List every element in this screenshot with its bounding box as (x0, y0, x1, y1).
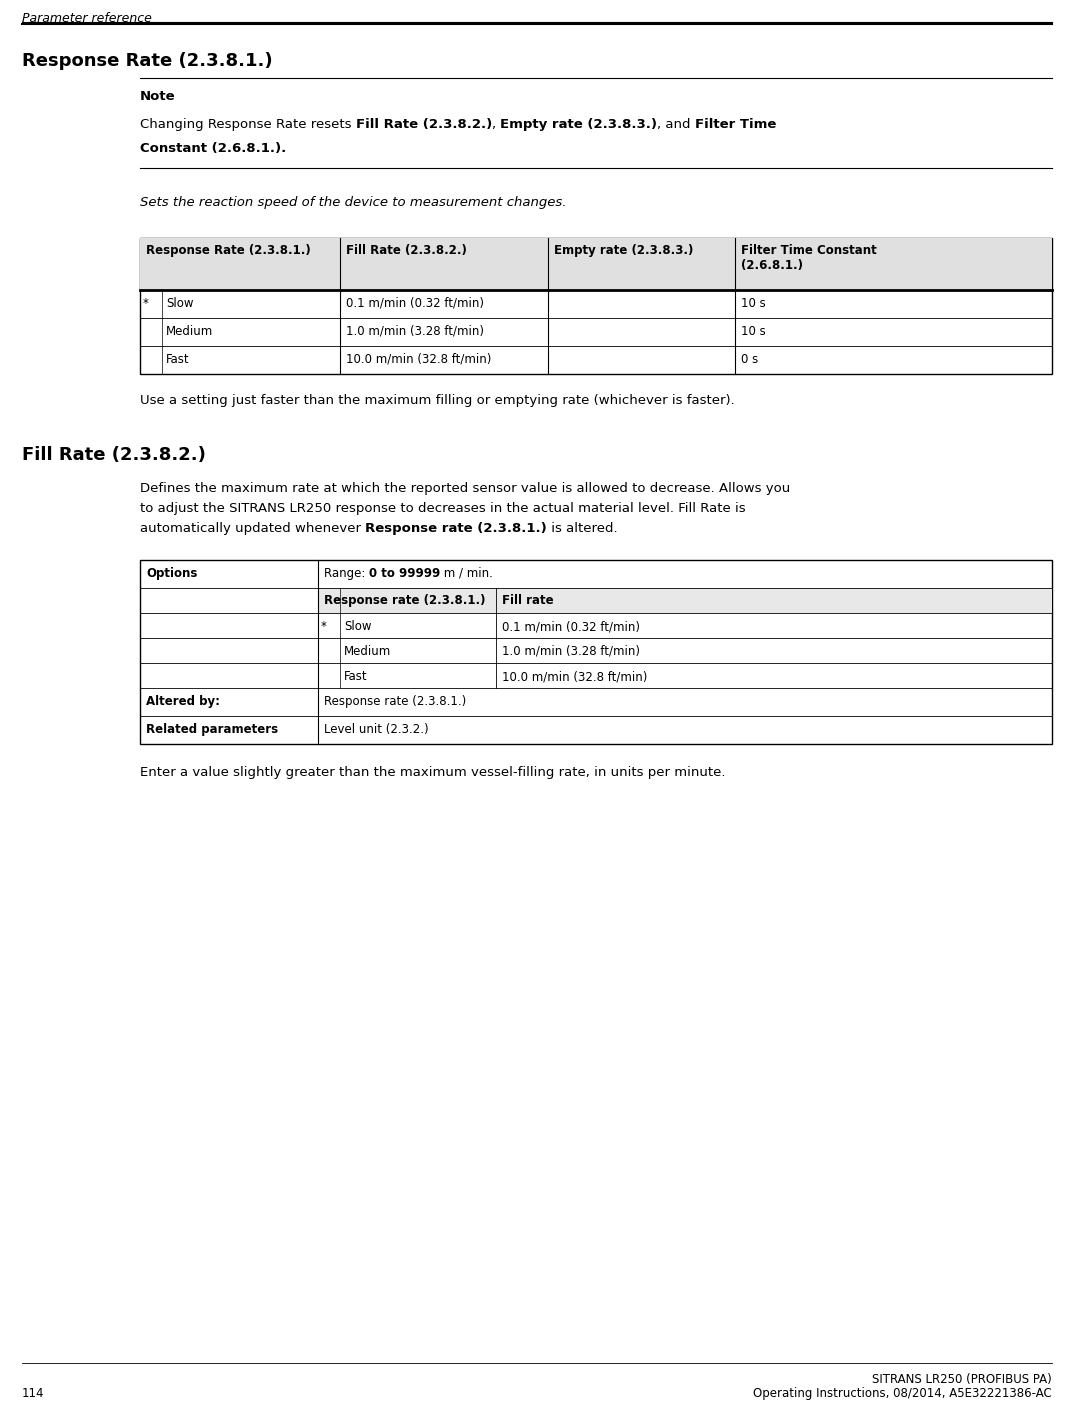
Text: Enter a value slightly greater than the maximum vessel-filling rate, in units pe: Enter a value slightly greater than the … (140, 766, 726, 778)
Text: Fill Rate (2.3.8.2.): Fill Rate (2.3.8.2.) (21, 445, 206, 464)
Text: 1.0 m/min (3.28 ft/min): 1.0 m/min (3.28 ft/min) (346, 325, 484, 339)
Text: Slow: Slow (166, 296, 193, 311)
Text: to adjust the SITRANS LR250 response to decreases in the actual material level. : to adjust the SITRANS LR250 response to … (140, 502, 745, 516)
Text: , and: , and (657, 118, 695, 131)
Text: Response Rate (2.3.8.1.): Response Rate (2.3.8.1.) (146, 244, 310, 257)
Text: is altered.: is altered. (547, 523, 618, 535)
Text: Empty rate (2.3.8.3.): Empty rate (2.3.8.3.) (554, 244, 694, 257)
Text: Fast: Fast (344, 670, 367, 683)
Text: Response rate (2.3.8.1.): Response rate (2.3.8.1.) (324, 695, 466, 708)
Text: Fast: Fast (166, 353, 190, 365)
Text: 0.1 m/min (0.32 ft/min): 0.1 m/min (0.32 ft/min) (502, 620, 640, 634)
Text: Fill rate: Fill rate (502, 594, 553, 607)
Text: Fill Rate (2.3.8.2.): Fill Rate (2.3.8.2.) (355, 118, 492, 131)
Text: Range:: Range: (324, 568, 369, 580)
Text: 1.0 m/min (3.28 ft/min): 1.0 m/min (3.28 ft/min) (502, 645, 640, 658)
Text: SITRANS LR250 (PROFIBUS PA): SITRANS LR250 (PROFIBUS PA) (872, 1373, 1053, 1385)
Text: Response Rate (2.3.8.1.): Response Rate (2.3.8.1.) (21, 52, 273, 70)
Text: Level unit (2.3.2.): Level unit (2.3.2.) (324, 724, 429, 736)
Text: Changing Response Rate resets: Changing Response Rate resets (140, 118, 355, 131)
Text: Response rate (2.3.8.1.): Response rate (2.3.8.1.) (365, 523, 547, 535)
Text: Sets the reaction speed of the device to measurement changes.: Sets the reaction speed of the device to… (140, 197, 566, 209)
Text: 0 s: 0 s (741, 353, 758, 365)
Text: *: * (321, 620, 326, 634)
Text: Slow: Slow (344, 620, 372, 634)
Text: 10 s: 10 s (741, 296, 766, 311)
Text: *: * (143, 296, 149, 311)
Text: 0 to 99999: 0 to 99999 (369, 568, 440, 580)
Text: 10.0 m/min (32.8 ft/min): 10.0 m/min (32.8 ft/min) (502, 670, 648, 683)
Text: Use a setting just faster than the maximum filling or emptying rate (whichever i: Use a setting just faster than the maxim… (140, 393, 735, 407)
Text: m / min.: m / min. (440, 568, 493, 580)
Text: Related parameters: Related parameters (146, 724, 278, 736)
Text: Fill Rate (2.3.8.2.): Fill Rate (2.3.8.2.) (346, 244, 467, 257)
Bar (318, 589, 1053, 613)
Text: Options: Options (146, 568, 198, 580)
Text: 0.1 m/min (0.32 ft/min): 0.1 m/min (0.32 ft/min) (346, 296, 484, 311)
Bar (140, 237, 1053, 374)
Text: ,: , (492, 118, 500, 131)
Text: Medium: Medium (344, 645, 391, 658)
Bar (140, 561, 1053, 745)
Text: Defines the maximum rate at which the reported sensor value is allowed to decrea: Defines the maximum rate at which the re… (140, 482, 790, 495)
Text: Altered by:: Altered by: (146, 695, 220, 708)
Bar (140, 237, 1053, 289)
Text: Parameter reference: Parameter reference (21, 13, 151, 25)
Text: Medium: Medium (166, 325, 214, 339)
Text: Note: Note (140, 90, 176, 103)
Text: 114: 114 (21, 1387, 44, 1399)
Text: automatically updated whenever: automatically updated whenever (140, 523, 365, 535)
Text: 10.0 m/min (32.8 ft/min): 10.0 m/min (32.8 ft/min) (346, 353, 492, 365)
Text: Operating Instructions, 08/2014, A5E32221386-AC: Operating Instructions, 08/2014, A5E3222… (753, 1387, 1053, 1399)
Text: Filter Time: Filter Time (695, 118, 777, 131)
Text: Constant (2.6.8.1.).: Constant (2.6.8.1.). (140, 142, 287, 155)
Text: Filter Time Constant
(2.6.8.1.): Filter Time Constant (2.6.8.1.) (741, 244, 876, 273)
Text: Response rate (2.3.8.1.): Response rate (2.3.8.1.) (324, 594, 485, 607)
Text: Empty rate (2.3.8.3.): Empty rate (2.3.8.3.) (500, 118, 657, 131)
Text: 10 s: 10 s (741, 325, 766, 339)
